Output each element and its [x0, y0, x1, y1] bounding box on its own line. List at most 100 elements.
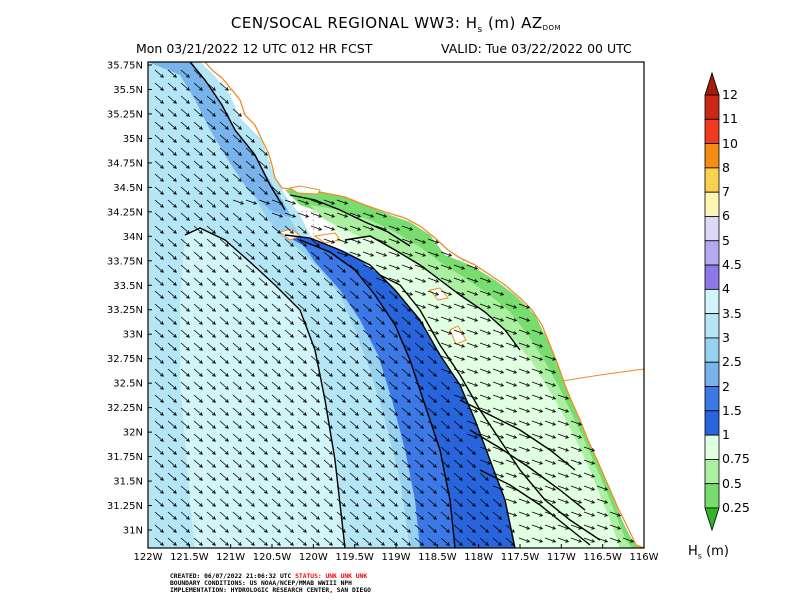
direction-arrowhead — [487, 331, 492, 335]
direction-arrowhead — [225, 360, 229, 364]
direction-arrow — [245, 537, 255, 546]
direction-arrowhead — [526, 409, 531, 413]
colorbar-label: 2.5 — [722, 354, 742, 370]
direction-arrowhead — [238, 152, 242, 156]
direction-arrow — [349, 238, 361, 244]
direction-arrowhead — [225, 230, 229, 234]
direction-arrowhead — [394, 308, 398, 312]
direction-arrowhead — [173, 204, 177, 208]
direction-arrowhead — [355, 269, 359, 273]
direction-arrow — [362, 238, 374, 244]
direction-arrow — [323, 537, 333, 546]
direction-arrowhead — [238, 490, 242, 494]
direction-arrow — [414, 446, 424, 455]
direction-arrow — [479, 316, 491, 322]
direction-arrow — [518, 381, 530, 387]
direction-arrow — [440, 524, 450, 533]
direction-arrowhead — [316, 282, 320, 286]
direction-arrow — [206, 264, 216, 273]
direction-arrowhead — [277, 360, 281, 364]
direction-arrow — [466, 498, 476, 507]
direction-arrowhead — [407, 308, 411, 312]
direction-arrowhead — [212, 386, 216, 390]
direction-arrowhead — [539, 487, 544, 491]
direction-arrowhead — [316, 399, 320, 403]
direction-arrowhead — [212, 529, 216, 533]
colorbar-label: 1.5 — [722, 402, 742, 418]
direction-arrowhead — [459, 529, 463, 533]
latitude-label: 31.25N — [107, 501, 143, 512]
direction-arrowhead — [342, 464, 346, 468]
direction-arrow — [440, 251, 452, 257]
direction-arrowhead — [316, 347, 320, 351]
direction-arrowhead — [292, 201, 297, 205]
direction-arrowhead — [290, 243, 294, 247]
direction-arrowhead — [160, 490, 164, 494]
direction-arrow — [505, 394, 517, 400]
axis-ticks — [147, 64, 645, 548]
direction-arrowhead — [186, 529, 190, 533]
direction-arrow — [505, 355, 517, 361]
direction-arrow — [362, 212, 374, 218]
direction-arrowhead — [277, 191, 281, 195]
direction-arrow — [505, 433, 517, 439]
colorbar-segment — [704, 386, 720, 412]
direction-arrow — [271, 394, 281, 403]
direction-arrowhead — [433, 412, 437, 416]
direction-arrowhead — [526, 396, 531, 400]
direction-arrow — [505, 420, 517, 426]
direction-arrow — [245, 446, 255, 455]
direction-arrowhead — [407, 529, 411, 533]
direction-arrowhead — [290, 503, 294, 507]
direction-arrow — [180, 147, 190, 156]
direction-arrow — [193, 173, 203, 182]
direction-arrowhead — [290, 477, 294, 481]
direction-arrow — [505, 472, 517, 478]
direction-arrow — [349, 524, 359, 533]
direction-arrow — [531, 381, 543, 387]
direction-arrow — [167, 459, 177, 468]
direction-arrowhead — [225, 373, 229, 377]
direction-arrow — [232, 277, 242, 286]
direction-arrowhead — [186, 165, 190, 169]
direction-arrow — [336, 342, 346, 351]
direction-arrowhead — [526, 461, 531, 465]
direction-arrow — [557, 524, 569, 530]
direction-arrowhead — [485, 529, 489, 533]
direction-arrow — [323, 212, 335, 218]
direction-arrow — [206, 160, 216, 169]
direction-arrow — [336, 368, 346, 377]
direction-arrowhead — [199, 477, 203, 481]
direction-arrow — [544, 459, 556, 465]
direction-arrow — [206, 108, 216, 117]
direction-arrow — [271, 342, 281, 351]
colorbar-segment — [704, 216, 720, 242]
direction-arrow — [219, 368, 229, 377]
direction-arrow — [349, 342, 359, 351]
direction-arrowhead — [472, 516, 476, 520]
direction-arrow — [323, 394, 333, 403]
direction-arrow — [284, 381, 294, 390]
direction-arrow — [219, 407, 229, 416]
direction-arrow — [583, 485, 595, 491]
direction-arrowhead — [251, 451, 255, 455]
direction-arrow — [232, 355, 242, 364]
direction-arrow — [349, 498, 359, 507]
direction-arrow — [531, 433, 543, 439]
direction-arrow — [557, 433, 569, 439]
direction-arrowhead — [264, 451, 268, 455]
direction-arrowhead — [251, 321, 255, 325]
direction-arrowhead — [305, 214, 310, 218]
direction-arrow — [323, 511, 333, 520]
direction-arrow — [154, 368, 164, 377]
direction-arrow — [271, 316, 281, 325]
direction-arrowhead — [251, 386, 255, 390]
direction-arrow — [167, 355, 177, 364]
direction-arrowhead — [409, 279, 414, 283]
direction-arrowhead — [264, 256, 268, 260]
direction-arrowhead — [329, 295, 333, 299]
direction-arrowhead — [225, 516, 229, 520]
direction-arrow — [193, 459, 203, 468]
direction-arrowhead — [173, 308, 177, 312]
direction-arrowhead — [238, 360, 242, 364]
